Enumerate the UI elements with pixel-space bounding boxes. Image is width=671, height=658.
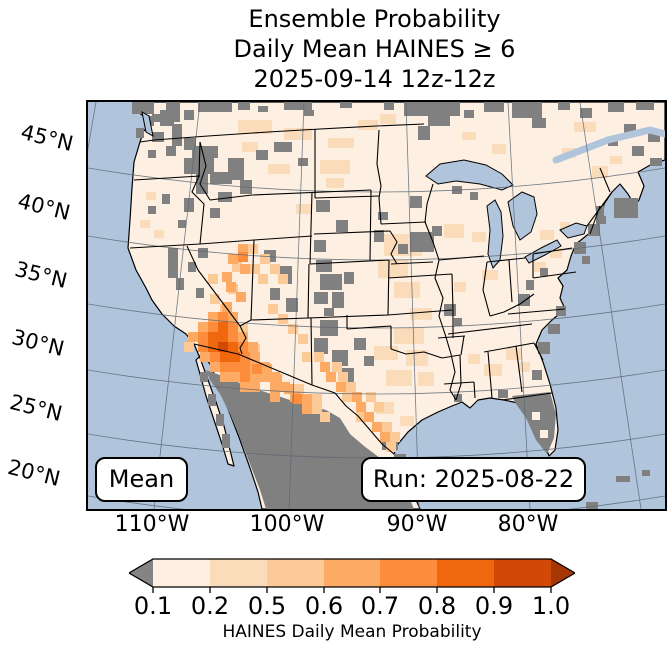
colorbar-seg-6	[437, 559, 494, 587]
cbar-tick-0p6: 0.6	[304, 592, 344, 620]
cbar-tick-0p5: 0.5	[247, 592, 287, 620]
state-borders	[129, 123, 613, 455]
great-lakes	[141, 111, 588, 269]
run-annotation-box: Run: 2025-08-22	[361, 457, 586, 502]
colorbar-over-arrow	[551, 559, 575, 587]
title-line-1: Ensemble Probability	[248, 5, 501, 33]
lat-tick-25n: 25°N	[7, 389, 65, 427]
colorbar-seg-2	[210, 559, 267, 587]
cells-florida-holes	[532, 412, 548, 438]
cbar-tick-0p2: 0.2	[190, 592, 230, 620]
cbar-tick-0p7: 0.7	[360, 592, 400, 620]
colorbar-seg-5	[380, 559, 437, 587]
cbar-tick-0p1: 0.1	[133, 592, 173, 620]
colorbar-seg-7	[494, 559, 551, 587]
colorbar-seg-1	[153, 559, 210, 587]
colorbar	[127, 558, 577, 594]
lat-tick-35n: 35°N	[12, 256, 70, 294]
cbar-tick-1p0: 1.0	[531, 592, 571, 620]
map-panel	[86, 100, 667, 511]
lake-superior	[425, 159, 514, 191]
lat-tick-20n: 20°N	[5, 454, 63, 492]
map-svg	[88, 102, 665, 509]
lon-tick-110w: 110°W	[114, 512, 190, 537]
puget-sound	[141, 111, 154, 137]
graticule	[88, 102, 665, 509]
colorbar-under-arrow	[129, 559, 153, 587]
lake-michigan	[486, 199, 504, 269]
lon-tick-90w: 90°W	[386, 512, 448, 537]
lake-huron	[507, 191, 538, 241]
lon-tick-100w: 100°W	[249, 512, 325, 537]
colorbar-seg-3	[267, 559, 324, 587]
cells-bin-0p8-0p9	[208, 322, 240, 362]
title-line-2: Daily Mean HAINES ≥ 6	[233, 35, 516, 63]
cbar-tick-0p9: 0.9	[474, 592, 514, 620]
lake-erie	[524, 239, 562, 264]
colorbar-label: HAINES Daily Mean Probability	[222, 622, 482, 642]
colorbar-tick-marks	[152, 587, 552, 593]
colorbar-seg-4	[324, 559, 380, 587]
lon-tick-80w: 80°W	[497, 512, 559, 537]
title-line-3: 2025-09-14 12z-12z	[253, 65, 496, 93]
lat-tick-45n: 45°N	[18, 119, 76, 157]
title-block: Ensemble Probability Daily Mean HAINES ≥…	[86, 4, 663, 94]
lat-tick-40n: 40°N	[15, 188, 73, 226]
cbar-tick-0p8: 0.8	[417, 592, 457, 620]
lat-tick-30n: 30°N	[9, 324, 67, 362]
st-lawrence-river	[552, 126, 665, 164]
cells-bin-0p6-0p7	[188, 244, 390, 442]
mean-annotation-box: Mean	[95, 457, 188, 502]
cells-bin-0p9-1p0	[218, 342, 228, 352]
colorbar-tick-labels: 0.1 0.2 0.5 0.6 0.7 0.8 0.9 1.0	[129, 592, 575, 620]
lake-ontario	[559, 222, 588, 239]
